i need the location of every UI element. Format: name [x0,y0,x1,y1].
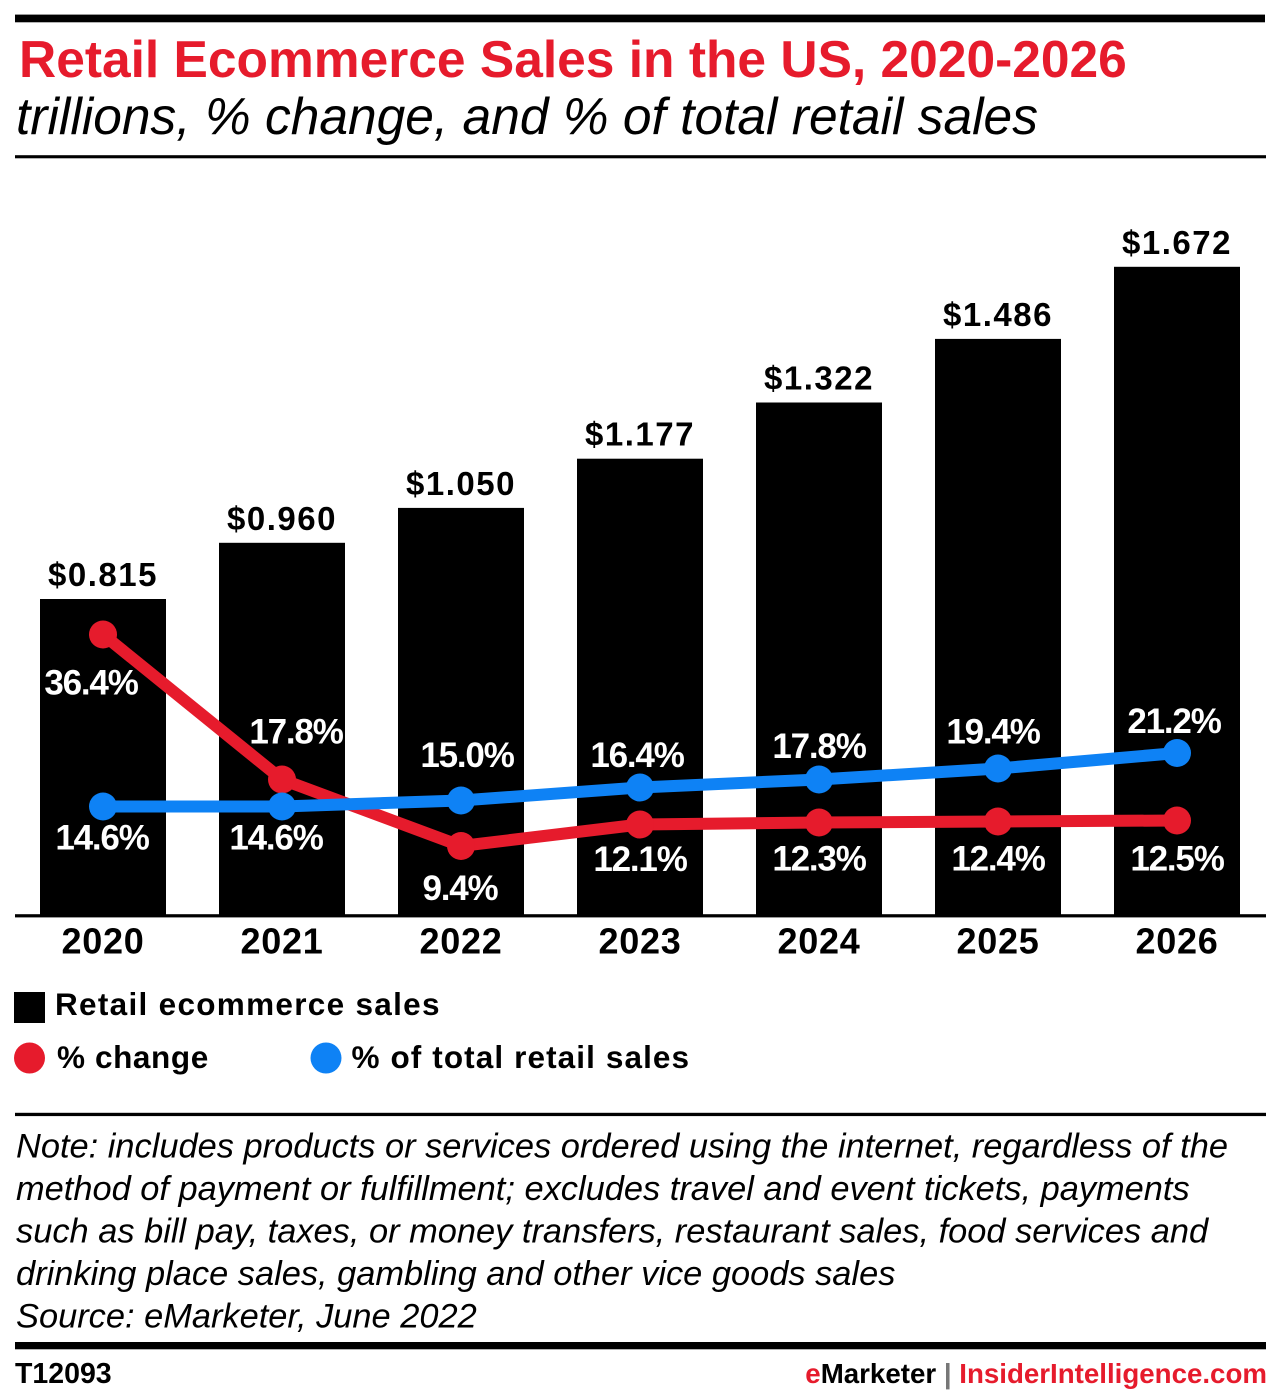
svg-text:12.4%: 12.4% [951,840,1045,879]
svg-text:$1.050: $1.050 [406,465,516,502]
svg-text:drinking place sales, gambling: drinking place sales, gambling and other… [16,1255,895,1293]
svg-text:17.8%: 17.8% [772,727,866,766]
svg-text:12.5%: 12.5% [1130,840,1224,879]
svg-text:% of total retail sales: % of total retail sales [352,1039,691,1075]
svg-text:2022: 2022 [420,921,503,962]
svg-text:$1.177: $1.177 [585,416,695,453]
svg-text:method of payment or fulfillme: method of payment or fulfillment; exclud… [16,1170,1190,1208]
svg-text:21.2%: 21.2% [1127,702,1221,741]
svg-text:14.6%: 14.6% [229,819,323,858]
svg-text:2024: 2024 [778,921,861,962]
svg-text:2023: 2023 [599,921,682,962]
svg-text:such as bill pay, taxes, or mo: such as bill pay, taxes, or money transf… [16,1213,1210,1251]
svg-text:$1.322: $1.322 [764,360,874,397]
svg-text:Retail ecommerce sales: Retail ecommerce sales [55,986,441,1022]
svg-text:Source: eMarketer, June 2022: Source: eMarketer, June 2022 [16,1298,477,1336]
svg-text:36.4%: 36.4% [44,664,138,703]
svg-text:2020: 2020 [62,921,145,962]
svg-text:9.4%: 9.4% [423,869,499,908]
svg-text:% change: % change [57,1039,209,1075]
svg-text:Retail Ecommerce Sales in the: Retail Ecommerce Sales in the US, 2020-2… [19,30,1127,88]
svg-text:19.4%: 19.4% [946,713,1040,752]
svg-text:T12093: T12093 [15,1358,112,1390]
svg-text:2021: 2021 [241,921,324,962]
svg-text:$1.672: $1.672 [1122,224,1232,261]
svg-text:17.8%: 17.8% [249,713,343,752]
svg-text:2026: 2026 [1136,921,1219,962]
svg-text:14.6%: 14.6% [55,819,149,858]
svg-text:12.3%: 12.3% [772,840,866,879]
svg-text:15.0%: 15.0% [420,736,514,775]
svg-text:eMarketer | InsiderIntelligenc: eMarketer | InsiderIntelligence.com [805,1358,1267,1389]
svg-text:12.1%: 12.1% [593,840,687,879]
svg-text:2025: 2025 [957,921,1040,962]
svg-text:$0.960: $0.960 [227,500,337,537]
svg-text:$1.486: $1.486 [943,296,1053,333]
svg-text:Note: includes products or ser: Note: includes products or services orde… [16,1128,1228,1166]
svg-text:$0.815: $0.815 [48,556,158,593]
svg-text:trillions, % change, and % of: trillions, % change, and % of total reta… [16,87,1038,145]
svg-text:16.4%: 16.4% [590,736,684,775]
